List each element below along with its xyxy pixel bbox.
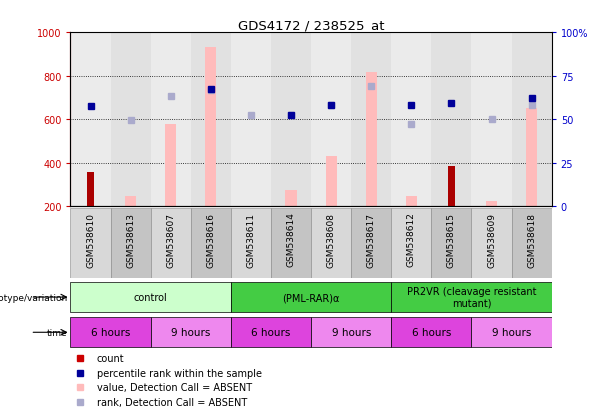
Bar xyxy=(231,33,271,206)
Bar xyxy=(471,209,512,279)
Bar xyxy=(512,209,552,279)
Text: time: time xyxy=(47,328,67,337)
Text: GSM538607: GSM538607 xyxy=(166,212,175,267)
Text: GSM538610: GSM538610 xyxy=(86,212,95,267)
Bar xyxy=(271,33,311,206)
Text: rank, Detection Call = ABSENT: rank, Detection Call = ABSENT xyxy=(97,396,247,407)
Bar xyxy=(205,48,216,206)
Bar xyxy=(311,209,351,279)
Text: GSM538617: GSM538617 xyxy=(367,212,376,267)
Bar xyxy=(486,201,497,206)
Text: control: control xyxy=(134,292,167,302)
Bar xyxy=(448,166,454,206)
Text: GSM538612: GSM538612 xyxy=(407,212,416,267)
Text: 6 hours: 6 hours xyxy=(251,328,291,337)
Bar xyxy=(471,33,512,206)
Text: value, Detection Call = ABSENT: value, Detection Call = ABSENT xyxy=(97,382,252,392)
Bar xyxy=(526,109,537,206)
Text: GSM538608: GSM538608 xyxy=(327,212,336,267)
Bar xyxy=(391,318,471,347)
Text: percentile rank within the sample: percentile rank within the sample xyxy=(97,368,262,378)
Text: genotype/variation: genotype/variation xyxy=(0,293,67,302)
Bar xyxy=(191,209,231,279)
Bar xyxy=(231,318,311,347)
Text: count: count xyxy=(97,353,124,363)
Bar xyxy=(432,33,471,206)
Text: GSM538618: GSM538618 xyxy=(527,212,536,267)
Bar xyxy=(70,282,231,312)
Text: 6 hours: 6 hours xyxy=(412,328,451,337)
Bar xyxy=(191,33,231,206)
Bar xyxy=(432,209,471,279)
Bar xyxy=(231,282,391,312)
Text: 9 hours: 9 hours xyxy=(492,328,531,337)
Bar xyxy=(286,190,297,206)
Bar xyxy=(391,282,552,312)
Bar xyxy=(512,33,552,206)
Text: GSM538611: GSM538611 xyxy=(246,212,256,267)
Bar xyxy=(391,209,432,279)
Bar xyxy=(471,318,552,347)
Text: 9 hours: 9 hours xyxy=(171,328,210,337)
Bar xyxy=(165,125,177,206)
Bar xyxy=(110,209,151,279)
Text: 9 hours: 9 hours xyxy=(332,328,371,337)
Text: GSM538615: GSM538615 xyxy=(447,212,456,267)
Bar xyxy=(70,209,110,279)
Title: GDS4172 / 238525_at: GDS4172 / 238525_at xyxy=(238,19,384,32)
Bar xyxy=(70,318,151,347)
Bar xyxy=(125,197,136,206)
Bar xyxy=(326,157,337,206)
Bar xyxy=(231,209,271,279)
Text: 6 hours: 6 hours xyxy=(91,328,131,337)
Bar xyxy=(311,33,351,206)
Text: GSM538609: GSM538609 xyxy=(487,212,496,267)
Bar xyxy=(311,318,391,347)
Bar xyxy=(365,73,377,206)
Text: GSM538616: GSM538616 xyxy=(207,212,215,267)
Bar xyxy=(151,209,191,279)
Bar xyxy=(110,33,151,206)
Text: GSM538614: GSM538614 xyxy=(286,212,295,267)
Bar xyxy=(406,197,417,206)
Text: GSM538613: GSM538613 xyxy=(126,212,135,267)
Text: PR2VR (cleavage resistant
mutant): PR2VR (cleavage resistant mutant) xyxy=(407,287,536,308)
Bar xyxy=(70,33,110,206)
Text: (PML-RAR)α: (PML-RAR)α xyxy=(283,292,340,302)
Bar xyxy=(391,33,432,206)
Bar xyxy=(351,33,391,206)
Bar xyxy=(151,33,191,206)
Bar xyxy=(151,318,231,347)
Bar xyxy=(271,209,311,279)
Bar xyxy=(351,209,391,279)
Bar xyxy=(88,173,94,206)
